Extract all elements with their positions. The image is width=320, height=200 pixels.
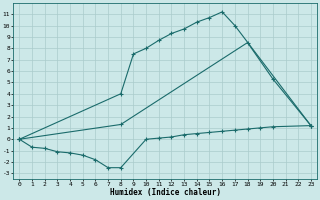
X-axis label: Humidex (Indice chaleur): Humidex (Indice chaleur) <box>110 188 220 197</box>
